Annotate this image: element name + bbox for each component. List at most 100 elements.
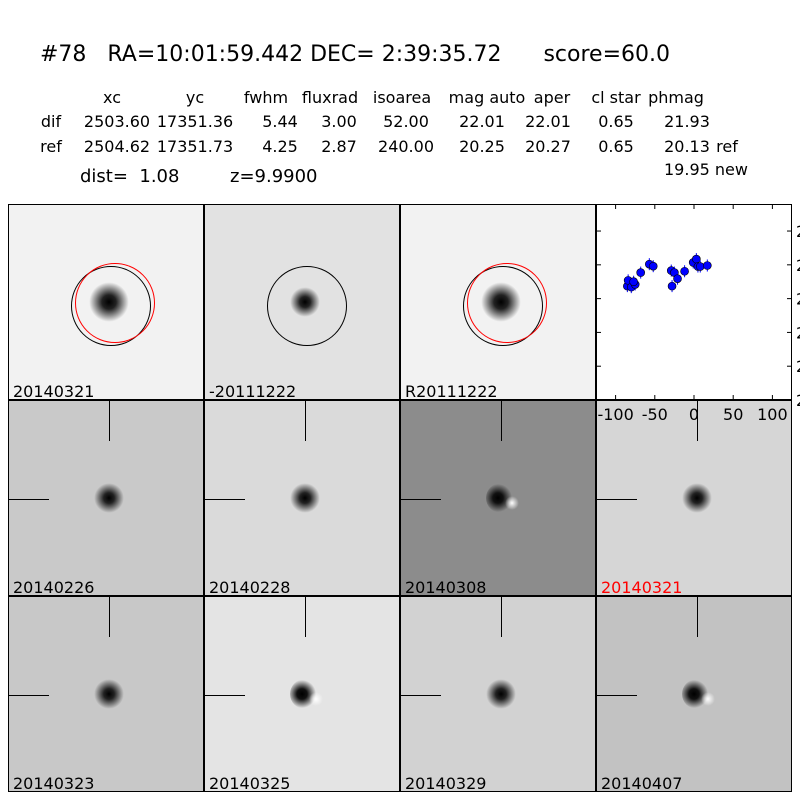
data-point xyxy=(673,274,682,283)
column-header: phmag xyxy=(648,88,704,107)
crosshair-vertical xyxy=(109,401,110,441)
aperture-circle xyxy=(267,266,347,346)
cell-value: 20.13 xyxy=(664,137,710,156)
stamp-date-label: R20111222 xyxy=(405,382,498,400)
crosshair-horizontal xyxy=(205,499,245,500)
column-header: fluxrad xyxy=(301,88,359,107)
column-header: cl star xyxy=(591,88,641,107)
cell-value: 2504.62 xyxy=(83,137,151,156)
image-stamp: 20140226 xyxy=(8,400,204,596)
data-point xyxy=(695,262,705,271)
crosshair-horizontal xyxy=(597,695,637,696)
x-tick-label: 0 xyxy=(689,405,699,424)
cell-value: 0.65 xyxy=(598,112,634,131)
cell-value: 22.01 xyxy=(459,112,505,131)
ref-aperture-circle xyxy=(467,263,547,343)
crosshair-horizontal xyxy=(597,499,637,500)
image-stamp: 20140308 xyxy=(400,400,596,596)
lightcurve-plot: -100 -50 0 50 100 21 22 23 24 25 26 xyxy=(596,204,800,424)
column-header: isoarea xyxy=(372,88,432,107)
image-stamp: 20140321 xyxy=(8,204,204,400)
z-value: z=9.9900 xyxy=(230,166,318,187)
data-point xyxy=(667,281,677,291)
source-blob xyxy=(94,483,124,513)
crosshair-horizontal xyxy=(9,499,49,500)
source-blob xyxy=(290,483,320,513)
cell-value: 21.93 xyxy=(664,112,710,131)
image-stamp: -20111222 xyxy=(204,204,400,400)
image-stamp: 20140321 xyxy=(596,400,792,596)
image-stamp: R20111222 xyxy=(400,204,596,400)
cell-value: 5.44 xyxy=(262,112,298,131)
image-stamp: 20140329 xyxy=(400,596,596,792)
cell-value: 2.87 xyxy=(321,137,357,156)
image-stamp: 20140407 xyxy=(596,596,792,792)
stamp-date-label: 20140308 xyxy=(405,578,487,596)
plot-frame xyxy=(596,204,792,400)
cell-value: 240.00 xyxy=(378,137,434,156)
cell-value: 4.25 xyxy=(262,137,298,156)
cell-value: 20.27 xyxy=(525,137,571,156)
stamp-date-label: 20140321 xyxy=(13,382,95,400)
data-point xyxy=(648,261,658,271)
image-stamp: 20140325 xyxy=(204,596,400,792)
image-stamp: 20140323 xyxy=(8,596,204,792)
x-tick-label: -100 xyxy=(597,405,633,424)
crosshair-vertical xyxy=(697,401,698,441)
cell-value: 3.00 xyxy=(321,112,357,131)
crosshair-horizontal xyxy=(205,695,245,696)
stamp-date-label: 20140329 xyxy=(405,774,487,792)
data-point xyxy=(636,268,645,277)
y-tick-label: 23 xyxy=(796,290,800,309)
stamp-date-label: 20140226 xyxy=(13,578,95,596)
crosshair-vertical xyxy=(501,401,502,441)
cell-value: 52.00 xyxy=(383,112,429,131)
cell-value: 17351.36 xyxy=(156,112,234,131)
crosshair-horizontal xyxy=(401,499,441,500)
x-tick-label: 100 xyxy=(757,405,788,424)
source-blob xyxy=(486,679,516,709)
image-stamp: 20140228 xyxy=(204,400,400,596)
row-label: dif xyxy=(40,112,62,131)
crosshair-horizontal xyxy=(401,695,441,696)
stamp-date-label: -20111222 xyxy=(209,382,297,400)
cell-value: 20.25 xyxy=(459,137,505,156)
data-point xyxy=(692,254,701,264)
stamp-date-label: 20140228 xyxy=(209,578,291,596)
new-mag: 19.95 new xyxy=(664,160,748,179)
crosshair-vertical xyxy=(109,597,110,637)
stamp-date-label: 20140325 xyxy=(209,774,291,792)
source-blob xyxy=(94,679,124,709)
column-header: xc xyxy=(103,88,121,107)
crosshair-vertical xyxy=(305,401,306,441)
cell-value: 0.65 xyxy=(598,137,634,156)
cell-value: 2503.60 xyxy=(83,112,151,131)
x-tick-label: -50 xyxy=(642,405,668,424)
y-tick-label: 25 xyxy=(796,357,800,376)
crosshair-vertical xyxy=(697,597,698,637)
candidate-title: #78 RA=10:01:59.442 DEC= 2:39:35.72 scor… xyxy=(40,42,670,67)
crosshair-vertical xyxy=(305,597,306,637)
y-tick-label: 24 xyxy=(796,323,800,342)
data-point xyxy=(680,266,689,276)
y-tick-label: 22 xyxy=(796,256,800,275)
x-tick-label: 50 xyxy=(723,405,743,424)
ref-aperture-circle xyxy=(75,263,155,343)
data-point xyxy=(629,277,638,287)
column-header: mag auto xyxy=(448,88,526,107)
stamp-date-label: 20140321 xyxy=(601,578,683,596)
row-suffix: ref xyxy=(716,137,738,156)
crosshair-vertical xyxy=(501,597,502,637)
column-header: yc xyxy=(185,88,205,107)
source-blob xyxy=(682,483,712,513)
stamp-date-label: 20140407 xyxy=(601,774,683,792)
row-label: ref xyxy=(40,137,62,156)
cell-value: 22.01 xyxy=(525,112,571,131)
cell-value: 17351.73 xyxy=(156,137,234,156)
crosshair-horizontal xyxy=(9,695,49,696)
y-tick-label: 26 xyxy=(796,391,800,410)
column-header: fwhm xyxy=(243,88,289,107)
stamp-date-label: 20140323 xyxy=(13,774,95,792)
y-tick-label: 21 xyxy=(796,222,800,241)
column-header: aper xyxy=(533,88,571,107)
